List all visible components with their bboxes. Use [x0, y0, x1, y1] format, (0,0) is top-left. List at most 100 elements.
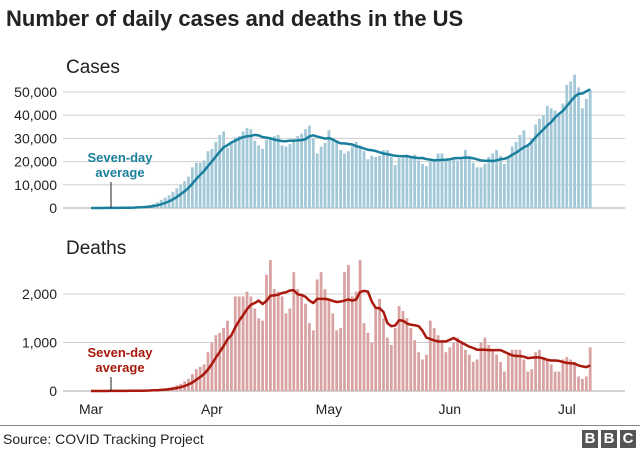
deaths-bar [261, 320, 264, 391]
deaths-bar [448, 347, 452, 391]
cases-bar [510, 146, 514, 208]
deaths-bar [483, 337, 487, 391]
cases-bar [448, 160, 452, 208]
deaths-bar [549, 364, 553, 391]
deaths-bar [553, 371, 557, 391]
cases-bar [358, 145, 362, 208]
deaths-bar [526, 371, 530, 391]
cases-bar [218, 134, 222, 208]
cases-bar [343, 153, 346, 208]
deaths-bar [475, 359, 479, 391]
deaths-bar [425, 354, 428, 391]
cases-bar [530, 138, 534, 208]
deaths-bar [272, 289, 276, 391]
cases-bar [542, 115, 545, 208]
deaths-bar [503, 371, 506, 391]
deaths-bar [230, 335, 233, 391]
x-tick-label: Jun [439, 401, 462, 417]
cases-bar [222, 131, 225, 208]
deaths-bar [198, 366, 202, 391]
deaths-bar [214, 335, 218, 391]
cases-bar [323, 143, 327, 208]
deaths-bar [413, 340, 417, 391]
cases-bar [514, 141, 518, 208]
deaths-annotation-line2: average [95, 360, 144, 375]
deaths-bar [464, 349, 467, 391]
deaths-bar [350, 296, 354, 391]
cases-bar [577, 87, 580, 208]
deaths-y-tick-label: 0 [49, 383, 57, 399]
source-note: Source: COVID Tracking Project [3, 431, 204, 447]
cases-bar [284, 146, 288, 208]
deaths-bar [499, 361, 502, 391]
cases-bar [409, 155, 413, 208]
deaths-bar [253, 308, 257, 391]
deaths-bar [421, 359, 424, 391]
deaths-bar [471, 361, 475, 391]
cases-bar [425, 166, 428, 208]
cases-bar [272, 136, 276, 208]
deaths-bar [276, 291, 280, 391]
cases-bar [389, 156, 393, 208]
cases-y-tick-label: 50,000 [14, 84, 57, 100]
cases-bar [269, 137, 272, 208]
cases-bar [350, 146, 354, 208]
chart-title: Number of daily cases and deaths in the … [6, 6, 464, 31]
cases-bar [191, 167, 194, 208]
deaths-bar [452, 342, 456, 391]
deaths-bar [409, 327, 413, 391]
cases-bar [378, 155, 381, 208]
deaths-bar [428, 320, 432, 391]
cases-bar [467, 155, 471, 208]
deaths-bar [218, 332, 222, 391]
deaths-bar [210, 342, 214, 391]
cases-bar [245, 127, 249, 208]
deaths-bar [581, 378, 584, 391]
cases-bar [237, 136, 241, 208]
deaths-bar [245, 291, 249, 391]
cases-y-tick-label: 20,000 [14, 154, 57, 170]
deaths-bar [534, 352, 537, 391]
cases-bar [339, 150, 342, 208]
deaths-bar [257, 318, 261, 391]
deaths-bar [362, 323, 366, 391]
bbc-logo-c: C [620, 430, 636, 448]
cases-bar [276, 134, 280, 208]
deaths-bar [343, 272, 346, 391]
x-tick-label: Jul [558, 401, 576, 417]
cases-bar [503, 163, 506, 208]
cases-bar [366, 159, 370, 208]
deaths-bar [506, 354, 510, 391]
cases-bar [210, 148, 214, 208]
cases-bar [471, 162, 475, 208]
cases-bar [522, 130, 526, 208]
deaths-bar [233, 296, 237, 391]
cases-bar [354, 141, 358, 208]
deaths-bar [335, 330, 339, 391]
cases-bar [230, 141, 233, 208]
cases-bar [452, 159, 456, 208]
cases-bar [534, 124, 537, 208]
cases-bar [545, 105, 549, 208]
cases-bar [417, 160, 420, 208]
cases-bar [386, 150, 389, 208]
deaths-bar [374, 308, 378, 391]
cases-bar [495, 150, 498, 208]
deaths-bar [222, 327, 225, 391]
deaths-bar [237, 296, 241, 391]
deaths-bar [405, 318, 409, 391]
deaths-bar [436, 335, 440, 391]
deaths-bar [588, 347, 592, 391]
cases-bar [300, 133, 303, 208]
cases-bar [370, 155, 374, 208]
deaths-bar [401, 310, 405, 391]
deaths-bar [440, 340, 444, 391]
cases-bar [413, 154, 417, 208]
cases-bar [456, 160, 459, 208]
deaths-bar [487, 344, 491, 391]
deaths-bar [323, 289, 327, 391]
cases-bar [444, 159, 448, 208]
cases-bar [538, 118, 541, 208]
cases-bar [397, 158, 401, 208]
cases-bar [292, 139, 296, 208]
